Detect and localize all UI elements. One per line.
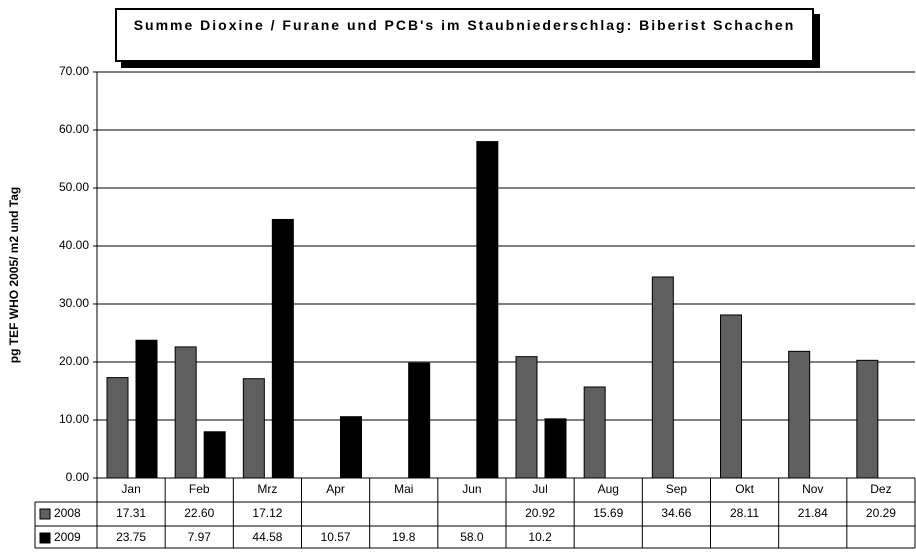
table-value: 34.66 (661, 506, 691, 520)
table-value: 7.97 (188, 530, 212, 544)
x-tick-label: Feb (189, 482, 210, 496)
bar (271, 218, 294, 479)
y-tick-label: 50.00 (59, 180, 89, 194)
x-tick-label: Apr (326, 482, 345, 496)
x-tick-label: Okt (735, 482, 754, 496)
bar (203, 431, 226, 479)
bar (544, 418, 567, 479)
bar (583, 386, 606, 479)
table-value: 15.69 (593, 506, 623, 520)
legend-label: 2009 (54, 530, 81, 544)
table-value: 23.75 (116, 530, 146, 544)
y-tick-label: 0.00 (66, 470, 90, 484)
y-tick-label: 20.00 (59, 354, 89, 368)
y-axis-label: pg TEF WHO 2005/ m2 und Tag (7, 187, 21, 363)
table-value: 17.12 (252, 506, 282, 520)
bar (515, 356, 538, 479)
table-value: 44.58 (252, 530, 282, 544)
table-value: 20.92 (525, 506, 555, 520)
y-tick-label: 70.00 (59, 64, 89, 78)
table-value: 28.11 (730, 506, 759, 520)
bar (788, 350, 811, 479)
bar (340, 416, 362, 479)
chart-title: Summe Dioxine / Furane und PCB's im Stau… (115, 8, 814, 62)
table-value: 58.0 (460, 530, 484, 544)
table-value: 10.2 (528, 530, 552, 544)
table-value: 22.60 (184, 506, 214, 520)
x-tick-label: Nov (802, 482, 823, 496)
x-tick-label: Jul (532, 482, 547, 496)
legend-swatch (39, 508, 51, 520)
table-value: 21.84 (798, 506, 828, 520)
x-tick-label: Sep (666, 482, 688, 496)
bar (651, 276, 674, 479)
table-value: 20.29 (866, 506, 896, 520)
bar (720, 314, 742, 479)
legend-label: 2008 (54, 506, 81, 520)
y-tick-label: 10.00 (59, 412, 89, 426)
x-tick-label: Dez (870, 482, 891, 496)
table-value: 19.8 (392, 530, 416, 544)
y-tick-label: 60.00 (59, 122, 89, 136)
x-tick-label: Mrz (257, 482, 277, 496)
table-value: 10.57 (321, 530, 351, 544)
bar (856, 359, 879, 479)
bar (135, 339, 158, 479)
bar (242, 378, 265, 479)
bar (476, 141, 499, 479)
y-tick-label: 30.00 (59, 296, 89, 310)
y-tick-label: 40.00 (59, 238, 89, 252)
legend-swatch (39, 532, 51, 544)
x-tick-label: Jun (462, 482, 481, 496)
x-tick-label: Aug (598, 482, 619, 496)
bar (106, 377, 129, 479)
x-tick-label: Jan (121, 482, 140, 496)
bar (174, 346, 197, 479)
bar (408, 362, 431, 479)
table-value: 17.31 (116, 506, 146, 520)
x-tick-label: Mai (394, 482, 413, 496)
